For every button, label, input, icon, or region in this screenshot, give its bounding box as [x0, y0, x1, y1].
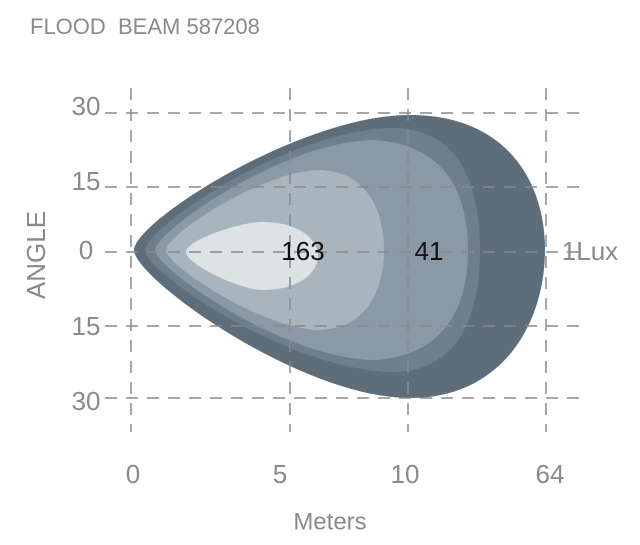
x-tick-label: 0: [126, 459, 140, 489]
title: FLOOD BEAM 587208: [30, 14, 260, 39]
zone-label: 1Lux: [562, 236, 618, 266]
y-tick-label: 0: [79, 235, 93, 265]
y-tick-label: 15: [72, 166, 101, 196]
x-axis-label: Meters: [293, 508, 366, 535]
beam-zones: [134, 115, 545, 398]
y-tick-label: 15: [72, 311, 101, 341]
x-tick-label: 10: [391, 459, 420, 489]
zone-label: 163: [281, 236, 324, 266]
zone-163: [186, 222, 318, 290]
zone-label: 41: [415, 236, 444, 266]
y-tick-label: 30: [72, 386, 101, 416]
grid: [105, 88, 580, 432]
y-axis-label: ANGLE: [21, 211, 51, 299]
y-tick-label: 30: [72, 91, 101, 121]
x-tick-label: 64: [536, 459, 565, 489]
x-tick-label: 5: [273, 459, 287, 489]
